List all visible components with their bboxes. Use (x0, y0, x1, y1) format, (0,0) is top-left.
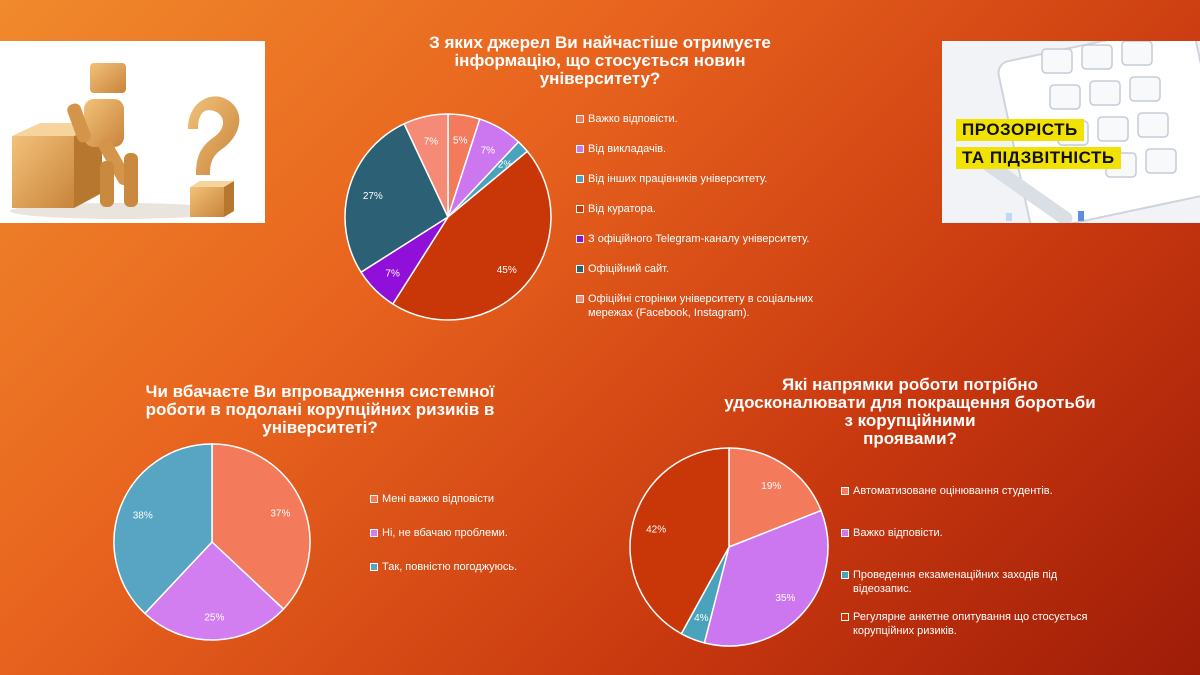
pie-slice (113, 443, 213, 615)
pie-slice-label: 38% (133, 511, 153, 522)
legend-swatch (841, 487, 849, 495)
chart-2-title-line: університеті? (262, 418, 378, 437)
pie-slice (728, 447, 823, 549)
chart-2-legend: Мені важко відповісти Ні, не вбачаю пробл… (370, 492, 600, 582)
legend-label: Автоматизоване оцінювання студентів. (853, 485, 1053, 497)
chart-1-pie: 5%7%2%45%7%27%7% (344, 113, 552, 321)
chart-1-title: З яких джерел Ви найчастіше отримуєте ін… (395, 34, 805, 88)
pie-slice-label: 45% (497, 265, 517, 276)
legend-label: Важко відповісти. (588, 113, 678, 125)
transparency-stamp-line-2: ТА ПІДЗВІТНІСТЬ (956, 147, 1121, 169)
legend-label: Проведення екзаменаційних заходів під від… (853, 569, 1058, 595)
pie-slice-label: 37% (270, 508, 290, 519)
pie-slice-label: 19% (761, 481, 781, 492)
legend-item: Регулярне анкетне опитування що стосуєть… (841, 610, 1088, 638)
chart-2-title-line: Чи вбачаєте Ви впровадження системної (145, 382, 495, 401)
legend-item: Мені важко відповісти (370, 492, 494, 506)
legend-label: Так, повністю погоджуюсь. (382, 561, 518, 573)
legend-swatch (576, 295, 584, 303)
legend-label: Ні, не вбачаю проблеми. (382, 527, 508, 539)
legend-item: Так, повністю погоджуюсь. (370, 560, 517, 574)
legend-label: З офіційного Telegram-каналу університет… (588, 233, 810, 245)
pie-slice-label: 7% (385, 268, 400, 279)
pie-slice (391, 150, 552, 321)
legend-swatch (370, 563, 378, 571)
chart-2-pie: 37% 25% 38% (113, 443, 311, 641)
chart-2-title-line: роботи в подолані корупційних ризиків в (145, 400, 495, 419)
legend-label: Мені важко відповісти (382, 493, 495, 505)
legend-swatch (576, 175, 584, 183)
pie-slice-label: 7% (424, 137, 439, 148)
legend-item: Проведення екзаменаційних заходів під від… (841, 568, 1057, 596)
pie-slice-label: 4% (694, 613, 709, 624)
calculator-illustration (942, 41, 1200, 223)
legend-item: Офіційний сайт. (576, 262, 669, 276)
legend-item: Автоматизоване оцінювання студентів. (841, 484, 1053, 498)
legend-label: Від куратора. (588, 203, 656, 215)
chart-3-title-line: проявами? (863, 429, 957, 448)
legend-swatch (841, 571, 849, 579)
legend-swatch (576, 235, 584, 243)
legend-swatch (576, 145, 584, 153)
legend-label: Важко відповісти. (853, 527, 943, 539)
legend-item: Офіційні сторінки університету в соціаль… (576, 292, 813, 320)
legend-swatch (841, 613, 849, 621)
pie-slice (211, 443, 311, 611)
pie-slice-label: 2% (498, 159, 513, 170)
pie-slice (629, 447, 730, 635)
legend-item: Від куратора. (576, 202, 656, 216)
legend-item: З офіційного Telegram-каналу університет… (576, 232, 809, 246)
legend-label: Офіційний сайт. (588, 263, 669, 275)
thinking-figure-illustration (10, 63, 240, 219)
chart-1-title-line: інформацію, що стосується новин (454, 51, 746, 70)
chart-1-title-line: З яких джерел Ви найчастіше отримуєте (429, 33, 771, 52)
transparency-stamp-line-1: ПРОЗОРІСТЬ (956, 119, 1084, 141)
pie-slice-label: 42% (646, 524, 666, 535)
chart-2-title: Чи вбачаєте Ви впровадження системної ро… (120, 383, 520, 437)
legend-item: Від викладачів. (576, 142, 666, 156)
legend-swatch (370, 495, 378, 503)
pie-slice (344, 122, 449, 274)
legend-item: Важко відповісти. (841, 526, 943, 540)
chart-3-pie: 19% 35% 4% 42% (629, 447, 829, 647)
legend-item: Ні, не вбачаю проблеми. (370, 526, 508, 540)
pie-slice-label: 7% (481, 146, 496, 157)
legend-swatch (370, 529, 378, 537)
legend-item: Від інших працівників університету. (576, 172, 767, 186)
pie-slice-label: 5% (453, 136, 468, 147)
chart-3-title-line: удосконалювати для покращення боротьби (724, 393, 1096, 412)
pie-slice (703, 509, 829, 647)
legend-swatch (576, 205, 584, 213)
chart-3-title-line: з корупційними (844, 411, 976, 430)
chart-3-legend: Автоматизоване оцінювання студентів. Важк… (841, 484, 1101, 644)
legend-label: Від інших працівників університету. (588, 173, 768, 185)
legend-label: Регулярне анкетне опитування що стосуєть… (853, 611, 1088, 637)
calculator-pen-picture: ПРОЗОРІСТЬ ТА ПІДЗВІТНІСТЬ (942, 41, 1200, 223)
legend-swatch (576, 115, 584, 123)
pie-slice (403, 113, 449, 218)
chart-1-title-line: університету? (539, 69, 661, 88)
thinking-figure-question-mark-picture (0, 41, 265, 223)
chart-3-title: Які напрямки роботи потрібно удосконалюв… (720, 376, 1100, 448)
chart-1-legend: Важко відповісти. Від викладачів. Від інши… (576, 112, 846, 322)
legend-item: Важко відповісти. (576, 112, 678, 126)
legend-label: Офіційні сторінки університету в соціаль… (588, 293, 814, 319)
pie-slice-label: 27% (363, 191, 383, 202)
chart-3-title-line: Які напрямки роботи потрібно (781, 375, 1039, 394)
legend-swatch (841, 529, 849, 537)
legend-label: Від викладачів. (588, 143, 667, 155)
pie-slice-label: 25% (204, 612, 224, 623)
pie-slice (143, 540, 285, 641)
legend-swatch (576, 265, 584, 273)
pie-slice-label: 35% (775, 593, 795, 604)
